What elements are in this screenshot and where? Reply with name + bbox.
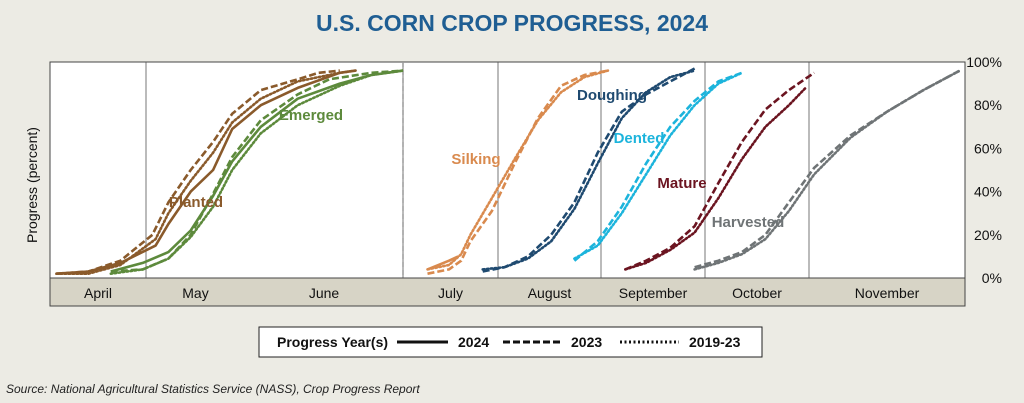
series-lines [55, 67, 962, 276]
x-tick-label: July [438, 285, 463, 301]
series-label-mature: Mature [657, 175, 706, 192]
legend-item-2023: 2023 [571, 334, 602, 350]
series-line-silking-2024 [427, 255, 459, 271]
series-line-silking-2023 [427, 69, 609, 275]
series-label-dented: Dented [614, 130, 665, 147]
series-line-doughing-2019-23 [481, 69, 696, 271]
series-line-mature-2019-23 [623, 86, 807, 271]
y-axis-label: Progress (percent) [24, 127, 40, 243]
y-tick-label: 80% [974, 97, 1002, 113]
series-line-doughing-2023 [482, 67, 696, 273]
series-line-dented-2019-23 [573, 71, 744, 260]
y-tick-label: 60% [974, 140, 1002, 156]
x-axis-strip [49, 277, 966, 307]
source-note: Source: National Agricultural Statistics… [6, 382, 420, 396]
x-tick-label: May [182, 285, 208, 301]
series-line-silking-2019-23 [426, 69, 610, 271]
x-tick-label: August [528, 285, 572, 301]
series-label-harvested: Harvested [712, 214, 785, 231]
chart-title: U.S. CORN CROP PROGRESS, 2024 [316, 10, 708, 36]
x-tick-label: September [619, 285, 688, 301]
y-tick-label: 0% [982, 270, 1002, 286]
series-label-planted: Planted [169, 194, 223, 211]
legend-box [258, 326, 763, 358]
legend-item-2024: 2024 [458, 334, 489, 350]
x-tick-label: October [732, 285, 782, 301]
series-label-emerged: Emerged [279, 107, 343, 124]
series-line-planted-2019-23 [55, 69, 357, 276]
y-tick-label: 40% [974, 184, 1002, 200]
x-tick-labels: April May June July August September October No… [84, 285, 920, 301]
series-line-planted-2024 [56, 69, 356, 275]
series-line-emerged-2024 [110, 69, 404, 273]
x-tick-label: April [84, 285, 112, 301]
y-tick-label: 100% [966, 54, 1002, 70]
y-tick-labels: 0% 20% 40% 60% 80% 100% [966, 54, 1002, 286]
series-line-planted-2023 [56, 69, 340, 275]
series-label-doughing: Doughing [577, 87, 647, 104]
series-line-dented-2023 [573, 71, 743, 262]
y-tick-label: 20% [974, 227, 1002, 243]
series-label-silking: Silking [451, 151, 500, 168]
x-tick-label: November [855, 285, 920, 301]
series-line-mature-2023 [624, 71, 815, 271]
legend-item-2019-23: 2019-23 [689, 334, 741, 350]
legend-title: Progress Year(s) [277, 334, 388, 350]
series-labels: Planted Emerged Silking Doughing Dented Matur… [169, 87, 784, 231]
series-line-harvested-2019-23 [693, 69, 962, 271]
x-tick-label: June [309, 285, 340, 301]
legend: Progress Year(s) 2024 2023 2019-23 [258, 326, 763, 358]
series-line-emerged-2019-23 [109, 69, 405, 276]
